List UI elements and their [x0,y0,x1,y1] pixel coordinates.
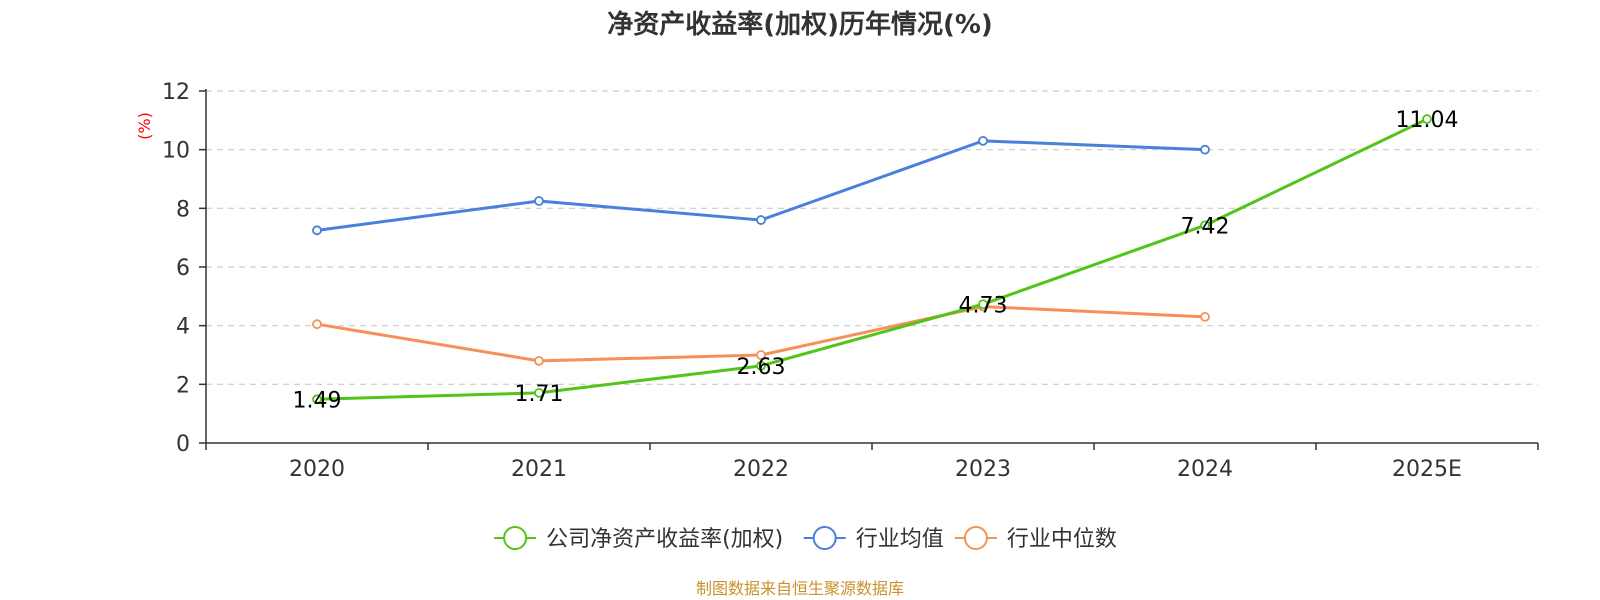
legend-item-0[interactable]: 公司净资产收益率(加权) [494,526,783,552]
data-point-0-2024 [1200,220,1210,231]
data-labels: 1.49 1.71 2.63 4.73 7.42 11.04 [293,108,1459,413]
legend[interactable]: 公司净资产收益率(加权) 行业均值 行业中位数 [494,526,1117,552]
legend-marker-1 [812,526,837,550]
data-point-1-2022 [756,215,766,225]
y-tick-label-12: 12 [162,80,190,105]
x-tick-label-2023: 2023 [955,457,1011,482]
legend-item-1[interactable]: 行业均值 [803,526,944,552]
data-label-2020: 1.49 [293,388,342,413]
grid-lines [206,90,1538,385]
data-point-2-2020 [312,319,322,330]
data-point-0-2020 [312,394,322,405]
x-tick-label-2024: 2024 [1177,457,1233,482]
data-label-2025E: 11.04 [1396,108,1459,133]
data-point-2-2024 [1200,311,1210,322]
series-line-0 [316,117,1428,401]
data-point-2-2021 [534,355,544,366]
x-tick-label-2020: 2020 [289,457,345,482]
series-0 [312,114,1432,405]
data-label-2024: 7.42 [1181,214,1230,239]
legend-label-1: 行业均值 [856,527,944,552]
data-point-1-2023 [978,135,988,146]
series-lines [312,114,1432,405]
y-tick-label-2: 2 [176,373,190,398]
y-tick-label-6: 6 [176,256,190,281]
chart-title: 净资产收益率(加权)历年情况(%) [607,9,993,40]
data-point-1-2024 [1200,144,1210,155]
data-point-0-2023 [978,299,988,310]
data-point-2-2022 [756,350,766,360]
data-label-2021: 1.71 [515,382,564,407]
legend-marker-2 [963,526,988,550]
series-2 [312,301,1210,366]
data-point-1-2020 [312,225,322,236]
series-1 [312,135,1210,236]
y-tick-label-8: 8 [176,197,190,222]
data-point-1-2021 [534,196,544,206]
data-label-2023: 4.73 [959,293,1008,318]
y-tick-label-0: 0 [176,432,190,457]
legend-label-0: 公司净资产收益率(加权) [546,527,783,552]
data-point-0-2022 [756,360,766,371]
x-tick-label-2025E: 2025E [1392,457,1462,482]
axes: 0 2 4 6 8 10 12 2020 2021 2022 2023 2024 2025E [162,80,1539,482]
legend-item-2[interactable]: 行业中位数 [954,526,1117,552]
x-tick-label-2022: 2022 [733,457,789,482]
y-tick-label-4: 4 [176,315,190,340]
data-label-2022: 2.63 [737,355,786,380]
data-point-0-2025E [1422,114,1432,125]
y-axis-unit-label: (%) [135,112,154,140]
x-tick-label-2021: 2021 [511,457,567,482]
legend-label-2: 行业中位数 [1007,527,1117,552]
legend-marker-0 [503,526,528,550]
data-point-0-2021 [534,387,544,398]
source-note: 制图数据来自恒生聚源数据库 [696,579,904,598]
y-tick-label-10: 10 [162,139,190,164]
